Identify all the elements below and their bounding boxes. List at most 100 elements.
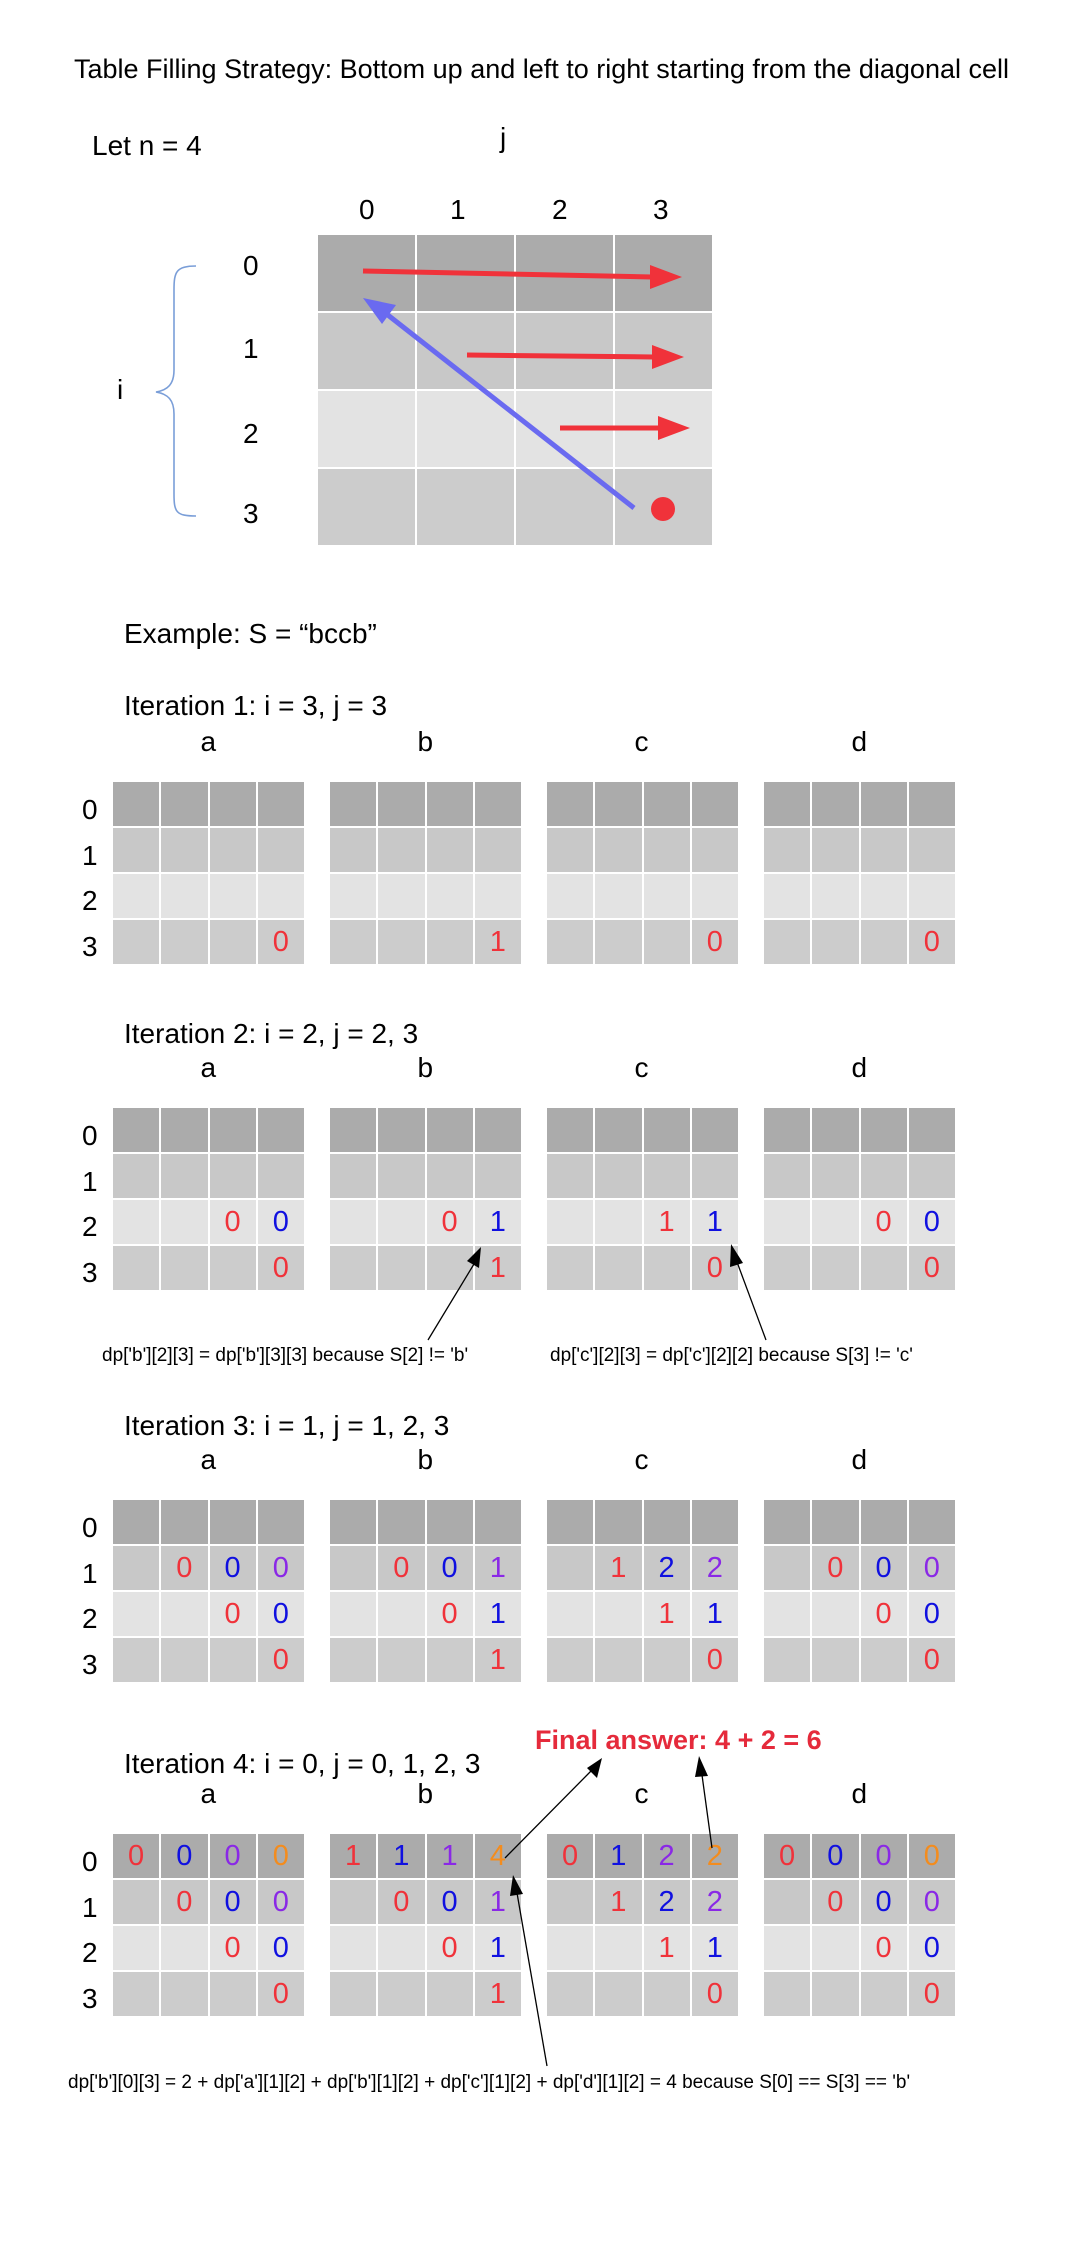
dp-cell: 0 [257,1834,304,1878]
grid-cell [516,313,613,389]
grid-cell [417,391,514,467]
dp-cell: 0 [908,1834,955,1878]
dp-cell: 0 [812,1546,859,1590]
table-label-a: a [200,1778,217,1809]
iteration-4-note: dp['b'][0][3] = 2 + dp['a'][1][2] + dp['… [68,2072,911,2093]
dp-cell [161,1500,208,1544]
dp-cell [426,828,473,872]
dp-cell [812,782,859,826]
dp-cell [812,874,859,918]
dp-cell [113,1154,160,1198]
dp-cell [547,1108,594,1152]
dp-cell [643,828,690,872]
dp-cell [426,782,473,826]
iteration-2-note-b: dp['b'][2][3] = dp['b'][3][3] because S[… [102,1345,469,1366]
iteration-2-label: Iteration 2: i = 2, j = 2, 3 [124,1018,419,1049]
dp-cell: 1 [474,1546,521,1590]
dp-cell [764,920,811,964]
dp-cell [812,1246,859,1290]
dp-cell [474,1108,521,1152]
dp-cell [908,782,955,826]
row-index-2: 2 [243,418,259,449]
dp-cell [113,1546,160,1590]
dp-cell [908,1500,955,1544]
dp-cell [209,920,256,964]
dp-cell [330,1638,377,1682]
dp-cell [378,828,425,872]
row-index-1: 1 [243,333,259,364]
dp-cell: 0 [691,1638,738,1682]
dp-cell: 0 [161,1546,208,1590]
dp-cell [113,874,160,918]
dp-cell [595,920,642,964]
grid-cell [516,235,613,311]
dp-cell: 0 [426,1200,473,1244]
dp-cell [908,828,955,872]
dp-cell [113,782,160,826]
dp-cell [595,1108,642,1152]
dp-cell [547,874,594,918]
dp-cell [161,1154,208,1198]
dp-cell [161,1972,208,2016]
dp-cell [643,874,690,918]
dp-cell [860,1972,907,2016]
dp-cell: 2 [691,1880,738,1924]
dp-cell [860,1108,907,1152]
dp-cell [595,1154,642,1198]
dp-cell [161,828,208,872]
dp-cell [547,1880,594,1924]
dp-cell [161,1108,208,1152]
dp-cell [764,1200,811,1244]
dp-cell: 0 [257,1592,304,1636]
iteration-row-index: 0 [82,1846,98,1877]
dp-cell [257,1108,304,1152]
dp-cell [691,874,738,918]
dp-cell [426,1972,473,2016]
dp-cell [113,1500,160,1544]
table-label-a: a [200,1444,217,1475]
dp-cell: 0 [113,1834,160,1878]
dp-cell: 1 [474,1592,521,1636]
dp-cell [547,1592,594,1636]
example-label: Example: S = “bccb” [124,618,377,649]
dp-cell: 0 [860,1546,907,1590]
dp-cell [595,874,642,918]
dp-cell [209,1500,256,1544]
dp-cell [113,1592,160,1636]
iteration-row-index: 1 [82,1557,98,1589]
dp-cell [257,874,304,918]
strategy-grid [318,235,712,545]
dp-cell [474,874,521,918]
iteration-4-label: Iteration 4: i = 0, j = 0, 1, 2, 3 [124,1748,481,1779]
dp-cell [330,1154,377,1198]
dp-cell [474,1500,521,1544]
dp-cell [161,1200,208,1244]
dp-cell [378,1972,425,2016]
iteration-row-index: 1 [82,1891,98,1923]
iteration-row-index: 1 [82,839,98,871]
dp-cell [595,1926,642,1970]
dp-cell [764,1108,811,1152]
dp-cell: 1 [474,1246,521,1290]
dp-cell: 0 [908,1926,955,1970]
grid-cell [516,469,613,545]
dp-cell [764,1246,811,1290]
dp-cell: 0 [257,1926,304,1970]
dp-cell [812,1154,859,1198]
table-label-d: d [851,726,868,757]
dp-cell [860,1154,907,1198]
dp-cell: 2 [643,1880,690,1924]
dp-cell [426,1154,473,1198]
table-label-a: a [200,1052,217,1083]
dp-cell [643,1154,690,1198]
dp-cell: 0 [257,1880,304,1924]
dp-cell [330,874,377,918]
table-label-a: a [200,726,217,757]
dp-cell [161,1246,208,1290]
dp-cell [908,1108,955,1152]
dp-cell [330,1200,377,1244]
